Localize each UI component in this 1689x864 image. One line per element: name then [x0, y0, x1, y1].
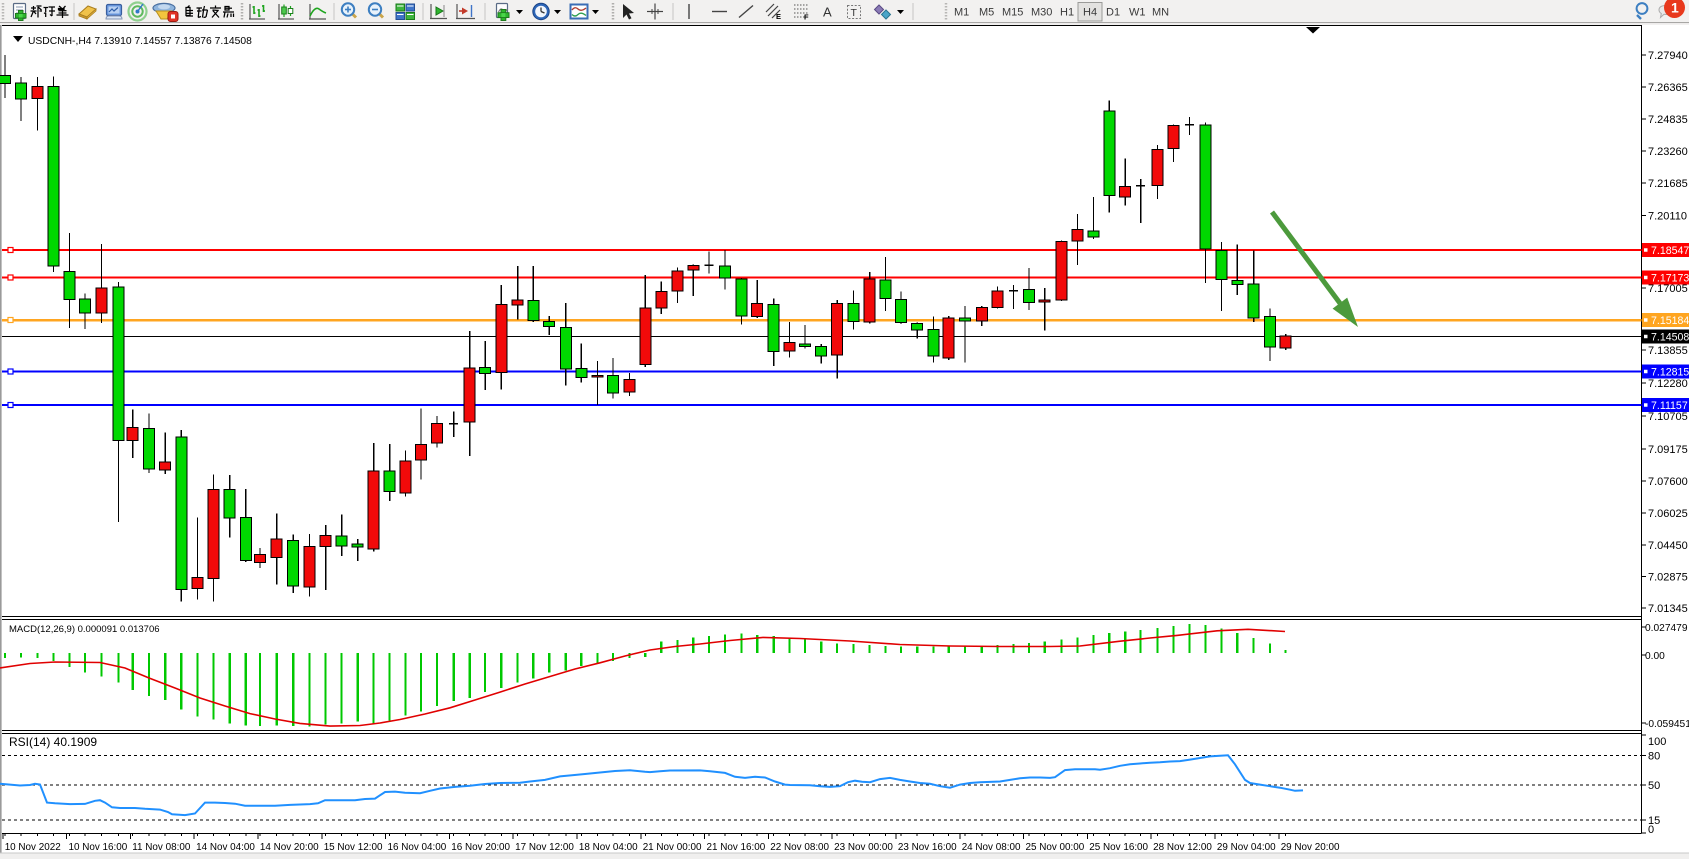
svg-text:21 Nov 16:00: 21 Nov 16:00	[707, 842, 766, 853]
svg-text:29 Nov 20:00: 29 Nov 20:00	[1281, 842, 1340, 853]
svg-text:25 Nov 16:00: 25 Nov 16:00	[1089, 842, 1148, 853]
svg-text:80: 80	[1648, 751, 1660, 763]
svg-text:18 Nov 04:00: 18 Nov 04:00	[579, 842, 638, 853]
svg-text:7.02875: 7.02875	[1648, 572, 1688, 584]
svg-text:23 Nov 00:00: 23 Nov 00:00	[834, 842, 893, 853]
svg-text:F: F	[804, 13, 809, 22]
svg-text:50: 50	[1648, 780, 1660, 792]
svg-text:7.15184: 7.15184	[1651, 315, 1689, 327]
svg-text:MACD(12,26,9) 0.000091 0.01370: MACD(12,26,9) 0.000091 0.013706	[9, 624, 160, 635]
svg-text:7.11157: 7.11157	[1651, 400, 1688, 412]
svg-text:16 Nov 04:00: 16 Nov 04:00	[388, 842, 447, 853]
svg-text:14 Nov 20:00: 14 Nov 20:00	[260, 842, 319, 853]
svg-text:7.17173: 7.17173	[1651, 273, 1689, 285]
svg-text:15: 15	[1648, 815, 1660, 827]
svg-text:W1: W1	[1129, 7, 1146, 19]
svg-text:USDCNH-,H4 7.13910 7.14557 7.: USDCNH-,H4 7.13910 7.14557 7.13876 7.145…	[28, 36, 252, 47]
svg-text:11 Nov 08:00: 11 Nov 08:00	[132, 842, 191, 853]
svg-text:0.00: 0.00	[1645, 651, 1665, 662]
svg-text:M5: M5	[979, 7, 994, 19]
svg-text:7.12815: 7.12815	[1651, 367, 1689, 379]
svg-text:7.01345: 7.01345	[1648, 603, 1688, 615]
svg-text:7.10705: 7.10705	[1648, 411, 1688, 423]
svg-text:23 Nov 16:00: 23 Nov 16:00	[898, 842, 957, 853]
svg-text:7.21685: 7.21685	[1648, 178, 1688, 190]
svg-text:D1: D1	[1106, 7, 1120, 19]
svg-text:25 Nov 00:00: 25 Nov 00:00	[1026, 842, 1085, 853]
svg-text:M1: M1	[954, 7, 969, 19]
svg-text:H4: H4	[1083, 7, 1097, 19]
svg-text:H1: H1	[1060, 7, 1074, 19]
svg-text:7.26365: 7.26365	[1648, 82, 1688, 94]
svg-text:7.27940: 7.27940	[1648, 50, 1688, 62]
svg-text:28 Nov 12:00: 28 Nov 12:00	[1153, 842, 1212, 853]
svg-text:22 Nov 08:00: 22 Nov 08:00	[770, 842, 829, 853]
svg-text:10 Nov 16:00: 10 Nov 16:00	[69, 842, 128, 853]
svg-text:7.12280: 7.12280	[1648, 378, 1688, 390]
svg-text:7.04450: 7.04450	[1648, 540, 1688, 552]
svg-text:7.09175: 7.09175	[1648, 444, 1688, 456]
svg-text:21 Nov 00:00: 21 Nov 00:00	[643, 842, 702, 853]
svg-text:T: T	[851, 7, 858, 19]
svg-text:E: E	[776, 12, 781, 21]
svg-text:24 Nov 08:00: 24 Nov 08:00	[962, 842, 1021, 853]
svg-text:A: A	[823, 5, 832, 20]
svg-text:29 Nov 04:00: 29 Nov 04:00	[1217, 842, 1276, 853]
svg-text:15 Nov 12:00: 15 Nov 12:00	[324, 842, 383, 853]
svg-text:7.07600: 7.07600	[1648, 476, 1688, 488]
svg-text:7.23260: 7.23260	[1648, 146, 1688, 158]
svg-text:M15: M15	[1002, 7, 1023, 19]
svg-text:RSI(14) 40.1909: RSI(14) 40.1909	[9, 735, 97, 749]
svg-text:7.13855: 7.13855	[1648, 345, 1688, 357]
svg-text:17 Nov 12:00: 17 Nov 12:00	[515, 842, 574, 853]
svg-text:7.06025: 7.06025	[1648, 508, 1688, 520]
svg-text:7.17005: 7.17005	[1648, 283, 1688, 295]
svg-text:10 Nov 2022: 10 Nov 2022	[5, 842, 61, 853]
svg-text:7.20110: 7.20110	[1648, 211, 1687, 223]
svg-text:7.24835: 7.24835	[1648, 114, 1688, 126]
svg-text:7.18547: 7.18547	[1651, 245, 1689, 257]
svg-text:7.14508: 7.14508	[1651, 332, 1689, 344]
svg-text:-0.059451: -0.059451	[1645, 719, 1689, 730]
svg-text:1: 1	[1671, 0, 1679, 16]
svg-text:0: 0	[1648, 824, 1654, 836]
svg-text:100: 100	[1648, 736, 1666, 748]
svg-text:MN: MN	[1152, 7, 1169, 19]
svg-text:14 Nov 04:00: 14 Nov 04:00	[196, 842, 255, 853]
svg-text:M30: M30	[1031, 7, 1052, 19]
svg-text:16 Nov 20:00: 16 Nov 20:00	[451, 842, 510, 853]
svg-text:0.027479: 0.027479	[1645, 623, 1688, 634]
